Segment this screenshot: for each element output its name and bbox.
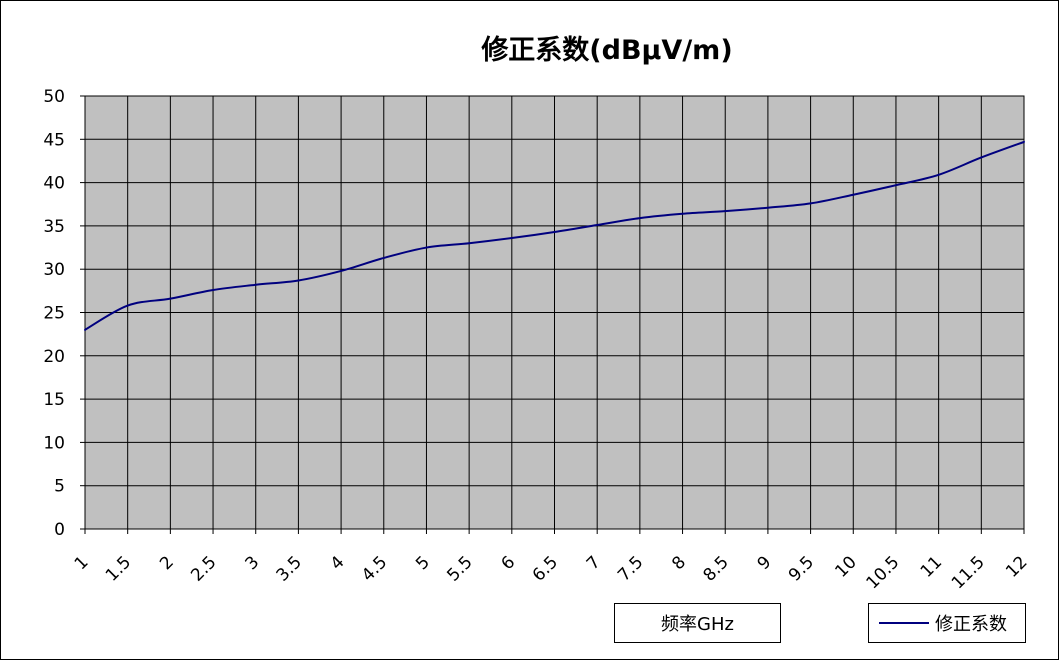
data-point xyxy=(980,156,983,159)
data-point xyxy=(382,256,385,259)
chart-title: 修正系数(dBμV/m) xyxy=(480,35,732,66)
x-tick-label: 3 xyxy=(241,552,263,574)
x-tick-label: 7.5 xyxy=(614,552,647,585)
data-point xyxy=(340,269,343,272)
grid-lines xyxy=(80,95,1025,534)
data-point xyxy=(425,246,428,249)
x-tick-label: 2 xyxy=(156,552,178,574)
data-point xyxy=(169,297,172,300)
x-tick-label: 12 xyxy=(1002,552,1031,581)
data-point xyxy=(894,184,897,187)
x-tick-label: 8 xyxy=(668,552,690,574)
x-axis-title: 频率GHz xyxy=(614,603,781,643)
x-tick-label: 4.5 xyxy=(358,552,391,585)
x-tick-label: 6 xyxy=(498,552,520,574)
y-tick-label: 45 xyxy=(43,130,65,150)
y-tick-label: 40 xyxy=(43,174,65,194)
data-point xyxy=(809,202,812,205)
y-tick-label: 25 xyxy=(43,304,65,324)
legend-swatch xyxy=(879,622,929,624)
x-tick-label: 3.5 xyxy=(273,552,306,585)
y-tick-label: 5 xyxy=(54,477,65,497)
data-point xyxy=(510,237,513,240)
x-tick-label: 10.5 xyxy=(863,552,904,593)
x-tick-label: 6.5 xyxy=(529,552,562,585)
x-tick-label: 7 xyxy=(583,552,605,574)
data-point xyxy=(126,304,129,307)
data-point xyxy=(84,328,86,331)
x-tick-label: 8.5 xyxy=(699,552,732,585)
data-point xyxy=(1023,140,1025,143)
data-point xyxy=(638,217,641,220)
y-tick-label: 35 xyxy=(43,217,65,237)
data-point xyxy=(852,193,855,196)
x-tick-labels: 1 1.5 2 2.5 3 3.5 4 4.5 5 5.5 6 6.5 7 7.5 8 8.5 9 9.5 10 10… xyxy=(71,552,1032,593)
x-tick-label: 11.5 xyxy=(948,552,989,593)
y-tick-label: 15 xyxy=(43,390,65,410)
data-point xyxy=(724,210,727,213)
x-tick-label: 4 xyxy=(327,552,349,574)
data-point xyxy=(596,224,599,227)
y-tick-label: 50 xyxy=(43,87,65,107)
data-point xyxy=(212,288,215,291)
x-tick-label: 2.5 xyxy=(187,552,220,585)
y-tick-label: 10 xyxy=(43,433,65,453)
y-tick-label: 0 xyxy=(54,520,65,540)
x-tick-label: 5 xyxy=(412,552,434,574)
data-point xyxy=(681,212,684,215)
legend-label: 修正系数 xyxy=(935,614,1007,635)
data-point xyxy=(254,283,257,286)
y-tick-label: 20 xyxy=(43,347,65,367)
x-tick-label: 1.5 xyxy=(102,552,135,585)
x-tick-label: 9.5 xyxy=(785,552,818,585)
x-tick-label: 11 xyxy=(917,552,946,581)
x-tick-label: 1 xyxy=(71,552,93,574)
data-point xyxy=(766,206,769,209)
series-layer xyxy=(84,140,1025,331)
x-tick-label: 10 xyxy=(831,552,860,581)
x-tick-label: 9 xyxy=(754,552,776,574)
y-tick-label: 30 xyxy=(43,260,65,280)
x-tick-label: 5.5 xyxy=(443,552,476,585)
data-point xyxy=(553,230,556,233)
legend: 修正系数 xyxy=(868,603,1026,643)
data-point xyxy=(937,173,940,176)
data-point xyxy=(297,279,300,282)
y-tick-labels: 0 5 10 15 20 25 30 35 40 45 50 xyxy=(43,87,65,540)
data-point xyxy=(468,242,471,245)
